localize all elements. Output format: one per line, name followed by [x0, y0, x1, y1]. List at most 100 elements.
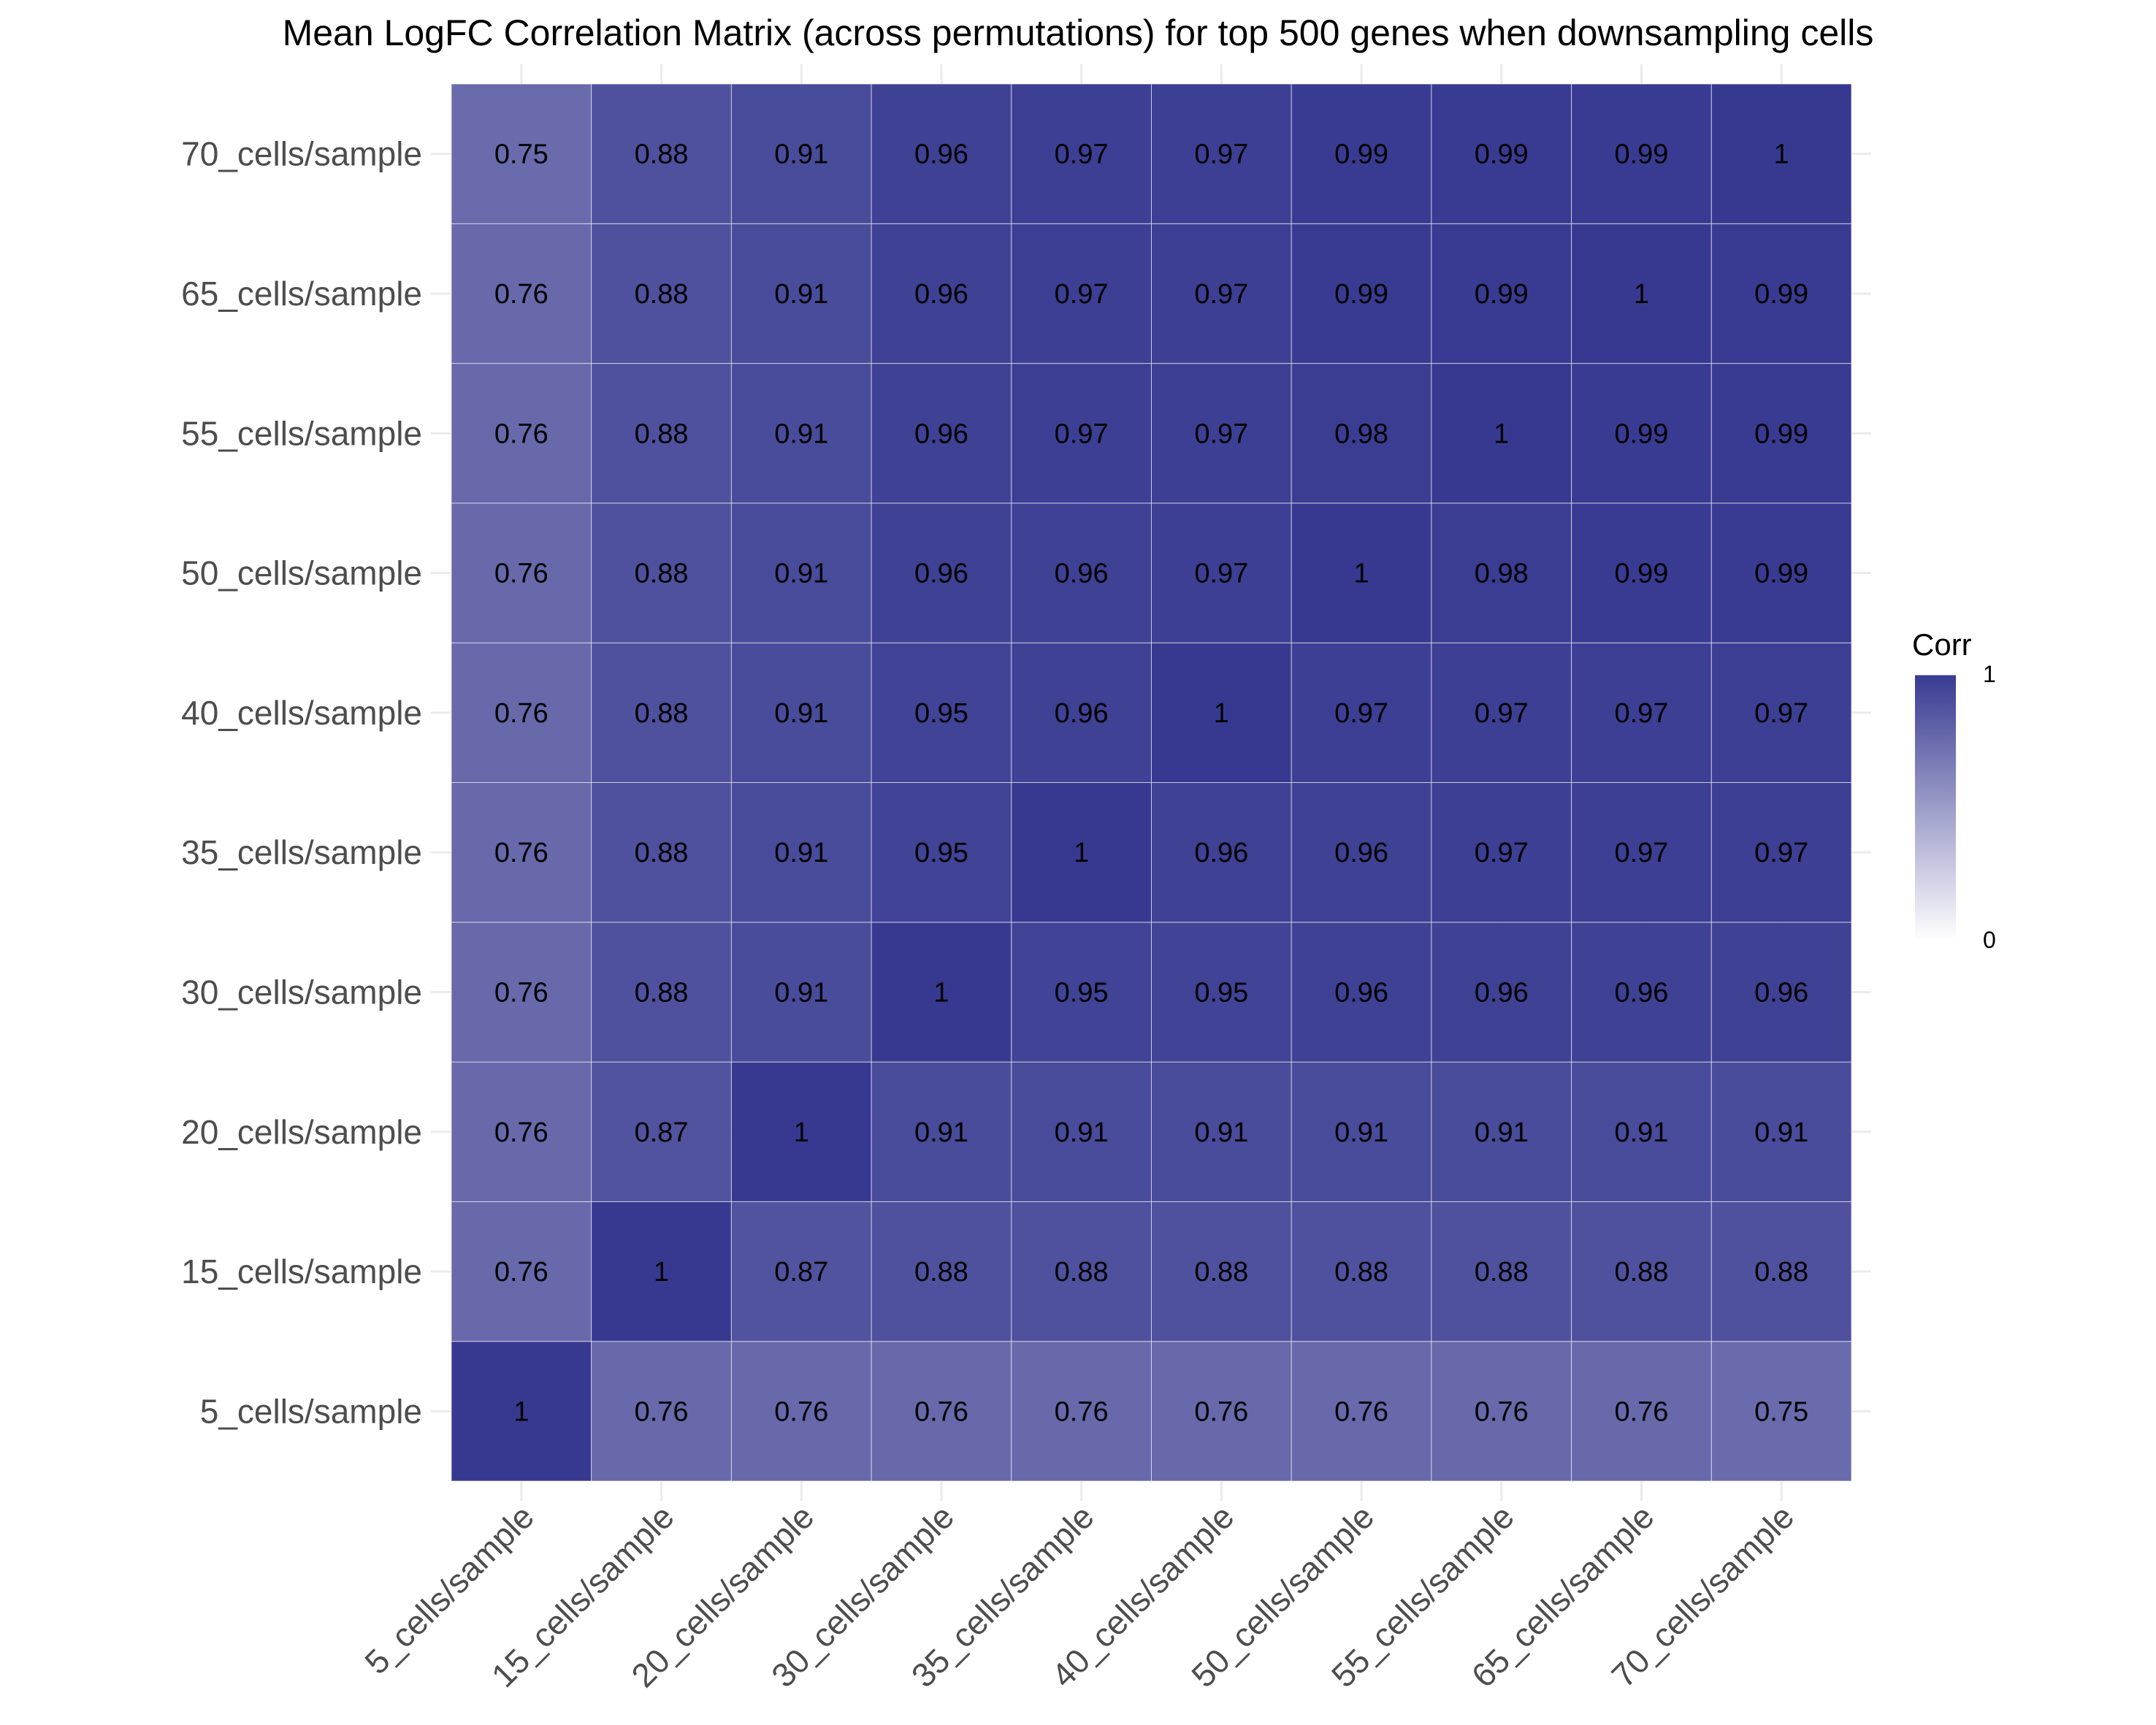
cell-value-label: 0.88 — [635, 418, 689, 449]
cell-value-label: 0.91 — [774, 559, 828, 589]
cell-value-label: 0.97 — [1194, 418, 1248, 449]
heatmap-cell — [1291, 83, 1432, 224]
heatmap-cell — [451, 363, 592, 504]
heatmap-cell — [1431, 782, 1572, 923]
legend-color-bar — [1915, 673, 1956, 940]
y-axis: 5_cells/sample 15_cells/sample 20_cells/sa… — [181, 135, 422, 1431]
heatmap-cell — [1571, 1341, 1712, 1482]
cell-value-label: 0.96 — [1334, 977, 1388, 1008]
cell-value-label: 1 — [513, 1396, 529, 1427]
cell-value-label: 0.88 — [1055, 1257, 1109, 1288]
heatmap-cell — [1151, 83, 1292, 224]
heatmap-cell — [1710, 1061, 1852, 1202]
cell-value-label: 0.88 — [635, 279, 689, 310]
cell-value-label: 0.88 — [1475, 1257, 1529, 1288]
cell-value-label: 0.91 — [1475, 1117, 1529, 1148]
cell-value-label: 0.99 — [1475, 279, 1529, 310]
cell-value-label: 0.97 — [1194, 139, 1248, 170]
heatmap-cell — [1431, 1201, 1572, 1342]
heatmap-cell — [1011, 782, 1152, 923]
cell-value-label: 0.76 — [494, 559, 548, 589]
cell-value-label: 0.76 — [1614, 1396, 1668, 1427]
heatmap-cell — [1431, 223, 1572, 364]
heatmap-cell — [1710, 223, 1852, 364]
heatmap-cell — [1011, 1201, 1152, 1342]
cell-value-label: 0.88 — [635, 139, 689, 170]
heatmap-cell — [591, 922, 732, 1063]
heatmap-cell — [1710, 1341, 1852, 1482]
y-tick-label: 5_cells/sample — [200, 1392, 422, 1430]
heatmap-cell — [1291, 502, 1432, 643]
heatmap-cell — [871, 83, 1012, 224]
heatmap-cell — [1710, 1201, 1852, 1342]
cell-value-label: 1 — [1353, 559, 1369, 589]
heatmap-cell — [1291, 782, 1432, 923]
heatmap-cell — [451, 1341, 592, 1482]
heatmap-cell — [1431, 502, 1572, 643]
cell-value-label: 1 — [1634, 279, 1649, 310]
heatmap-cell — [871, 1201, 1012, 1342]
cell-value-label: 0.88 — [635, 698, 689, 729]
cell-value-label: 0.97 — [1194, 279, 1248, 310]
heatmap-cells — [451, 83, 1852, 1482]
heatmap-cell — [451, 223, 592, 364]
cell-value-label: 0.96 — [914, 418, 968, 449]
cell-value-label: 0.97 — [1614, 698, 1668, 729]
cell-value-label: 0.91 — [1754, 1117, 1808, 1148]
cell-value-label: 0.88 — [1194, 1257, 1248, 1288]
heatmap-cell — [591, 1201, 732, 1342]
heatmap-cell — [1291, 1201, 1432, 1342]
cell-value-label: 0.95 — [914, 698, 968, 729]
legend-title: Corr — [1912, 627, 1972, 662]
cell-value-label: 0.97 — [1475, 838, 1529, 868]
heatmap-cell — [871, 363, 1012, 504]
heatmap-cell — [1011, 223, 1152, 364]
cell-value-label: 0.76 — [494, 1257, 548, 1288]
heatmap-cell — [730, 1201, 872, 1342]
cell-value-label: 0.97 — [1754, 698, 1808, 729]
y-tick-label: 20_cells/sample — [181, 1113, 422, 1151]
cell-value-label: 0.97 — [1194, 559, 1248, 589]
cell-value-label: 0.88 — [1754, 1257, 1808, 1288]
cell-value-label: 0.91 — [1194, 1117, 1248, 1148]
color-legend: Corr 1 0 — [1912, 627, 1996, 953]
heatmap-cell — [1011, 502, 1152, 643]
cell-value-label: 0.95 — [914, 838, 968, 868]
cell-value-label: 0.97 — [1475, 698, 1529, 729]
cell-value-label: 0.95 — [1055, 977, 1109, 1008]
heatmap-cell — [1011, 363, 1152, 504]
heatmap-cell — [451, 1201, 592, 1342]
cell-value-label: 0.76 — [494, 698, 548, 729]
cell-value-label: 0.76 — [1475, 1396, 1529, 1427]
cell-value-label: 0.96 — [1055, 698, 1109, 729]
cell-value-label: 1 — [1774, 139, 1789, 170]
heatmap-cell — [730, 922, 872, 1063]
cell-value-label: 0.91 — [774, 418, 828, 449]
heatmap-cell — [1571, 782, 1712, 923]
cell-value-label: 0.88 — [914, 1257, 968, 1288]
cell-value-label: 0.91 — [1614, 1117, 1668, 1148]
heatmap-cell — [1571, 1201, 1712, 1342]
cell-value-label: 0.76 — [494, 977, 548, 1008]
heatmap-cell — [730, 83, 872, 224]
cell-value-label: 0.95 — [1194, 977, 1248, 1008]
heatmap-cell — [1571, 642, 1712, 784]
heatmap-cell — [730, 642, 872, 784]
cell-value-label: 0.76 — [914, 1396, 968, 1427]
cell-value-label: 1 — [1214, 698, 1229, 729]
y-tick-label: 55_cells/sample — [181, 414, 422, 452]
cell-value-label: 0.96 — [1334, 838, 1388, 868]
heatmap-cell — [1710, 782, 1852, 923]
cell-value-label: 0.76 — [635, 1396, 689, 1427]
heatmap-cell — [730, 223, 872, 364]
cell-value-label: 0.91 — [774, 838, 828, 868]
cell-value-label: 1 — [794, 1117, 809, 1148]
cell-value-label: 0.88 — [1334, 1257, 1388, 1288]
heatmap-cell — [1710, 363, 1852, 504]
cell-value-label: 1 — [1074, 838, 1089, 868]
cell-value-label: 0.88 — [635, 838, 689, 868]
cell-value-label: 0.96 — [914, 559, 968, 589]
cell-value-label: 0.75 — [1754, 1396, 1808, 1427]
y-tick-label: 65_cells/sample — [181, 275, 422, 313]
